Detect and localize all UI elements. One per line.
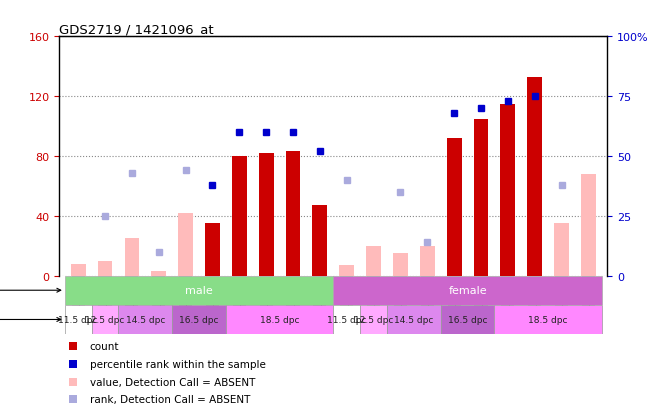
Text: 12.5 dpc: 12.5 dpc (85, 315, 125, 324)
Bar (447, 139, 461, 276)
Bar (333, 276, 602, 305)
Text: time: time (0, 315, 61, 325)
Text: 14.5 dpc: 14.5 dpc (394, 315, 434, 324)
Bar (178, 213, 193, 276)
Bar (65, 305, 92, 334)
Bar (125, 239, 139, 276)
Text: count: count (90, 341, 119, 351)
Text: 12.5 dpc: 12.5 dpc (354, 315, 393, 324)
Bar (286, 152, 300, 276)
Bar (420, 246, 435, 276)
Bar (527, 78, 542, 276)
Bar (92, 305, 119, 334)
Bar (554, 224, 569, 276)
Bar (151, 271, 166, 276)
Bar (474, 119, 488, 276)
Bar (333, 305, 360, 334)
Bar (119, 305, 172, 334)
Bar (98, 261, 112, 276)
Text: value, Detection Call = ABSENT: value, Detection Call = ABSENT (90, 377, 255, 387)
Bar (360, 305, 387, 334)
Bar (65, 276, 333, 305)
Bar (312, 206, 327, 276)
Bar (441, 305, 494, 334)
Bar (393, 254, 408, 276)
Bar (500, 104, 515, 276)
Text: 16.5 dpc: 16.5 dpc (448, 315, 487, 324)
Text: male: male (185, 285, 213, 296)
Bar (581, 174, 596, 276)
Text: gender: gender (0, 285, 61, 296)
Text: female: female (448, 285, 487, 296)
Bar (366, 246, 381, 276)
Bar (232, 157, 247, 276)
Text: percentile rank within the sample: percentile rank within the sample (90, 359, 265, 369)
Bar (339, 266, 354, 276)
Bar (71, 264, 86, 276)
Text: GDS2719 / 1421096_at: GDS2719 / 1421096_at (59, 23, 214, 36)
Bar (259, 154, 273, 276)
Bar (226, 305, 333, 334)
Text: 16.5 dpc: 16.5 dpc (180, 315, 218, 324)
Text: 18.5 dpc: 18.5 dpc (260, 315, 300, 324)
Text: 11.5 dpc: 11.5 dpc (327, 315, 366, 324)
Bar (387, 305, 441, 334)
Text: 14.5 dpc: 14.5 dpc (125, 315, 165, 324)
Bar (205, 224, 220, 276)
Text: rank, Detection Call = ABSENT: rank, Detection Call = ABSENT (90, 394, 250, 404)
Bar (172, 305, 226, 334)
Text: 11.5 dpc: 11.5 dpc (59, 315, 98, 324)
Bar (494, 305, 602, 334)
Text: 18.5 dpc: 18.5 dpc (529, 315, 568, 324)
